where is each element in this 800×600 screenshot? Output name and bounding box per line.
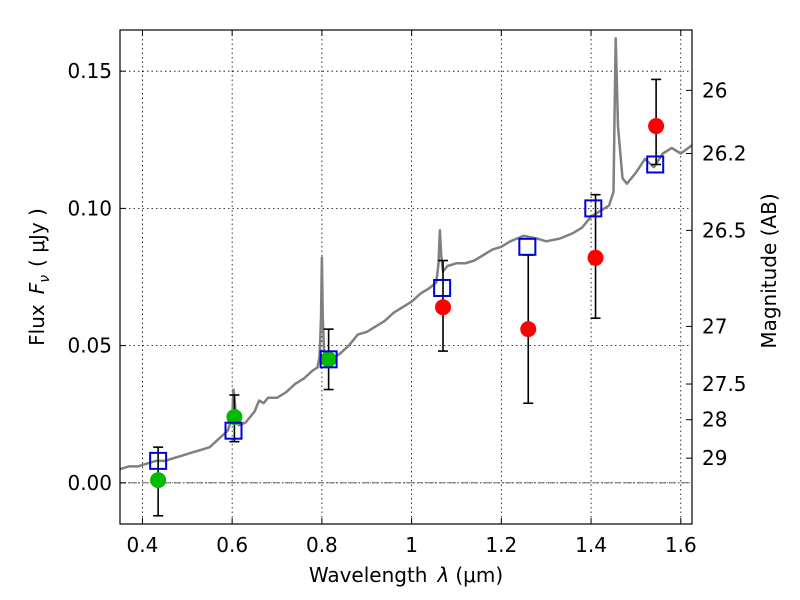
model-square: [319, 350, 338, 369]
x-tick-label: 1.4: [575, 533, 607, 557]
data-point: [435, 299, 452, 316]
data-points: [150, 118, 665, 489]
data-point: [320, 351, 337, 368]
error-bars: [153, 78, 662, 517]
y-axis-title: FluxFν( μJy ): [25, 208, 53, 346]
y-tick-label: 0.00: [67, 471, 112, 495]
x-tick-label: 0.8: [306, 533, 338, 557]
grid-lines: [120, 30, 692, 524]
x-tick-labels: 0.4 0.6 0.8 1 1.2 1.4 1.6: [127, 533, 697, 557]
model-square: [584, 199, 603, 218]
data-point: [150, 472, 167, 489]
x-tick-label: 1.6: [665, 533, 697, 557]
y2-tick-label: 28: [702, 408, 727, 432]
y2-axis-title: Magnitude (AB): [757, 193, 781, 348]
model-square: [224, 421, 243, 440]
y-tick-label: 0.05: [67, 334, 112, 358]
y-tick-label: 0.10: [67, 196, 112, 220]
model-photometry-squares: [149, 155, 665, 470]
y-tick-labels: 0.00 0.05 0.10 0.15: [67, 59, 112, 495]
spectrum-layer: [119, 36, 693, 471]
model-square: [646, 155, 665, 174]
spectrum-line: [119, 36, 693, 471]
x-tick-label: 0.6: [216, 533, 248, 557]
y2-tick-label: 26.5: [702, 218, 747, 242]
model-square: [149, 451, 168, 470]
data-point: [520, 321, 537, 338]
x-tick-label: 1.2: [485, 533, 517, 557]
x-axis-title: Wavelength λ (μm): [309, 563, 503, 587]
y2-tick-label: 27.5: [702, 372, 747, 396]
data-point: [587, 249, 604, 266]
y2-tick-labels: 26 26.2 26.5 27 27.5 28 29: [702, 78, 747, 470]
y-tick-label: 0.15: [67, 59, 112, 83]
axis-ticks: [120, 30, 692, 524]
data-point: [648, 118, 665, 135]
y2-tick-label: 26.2: [702, 142, 747, 166]
x-tick-label: 0.4: [127, 533, 159, 557]
y2-tick-label: 27: [702, 314, 727, 338]
y2-tick-label: 29: [702, 446, 727, 470]
data-point: [226, 408, 243, 425]
model-square: [433, 278, 452, 297]
model-square: [518, 237, 537, 256]
x-tick-label: 1: [405, 533, 418, 557]
y2-tick-label: 26: [702, 78, 727, 102]
plot-frame: [119, 29, 693, 525]
